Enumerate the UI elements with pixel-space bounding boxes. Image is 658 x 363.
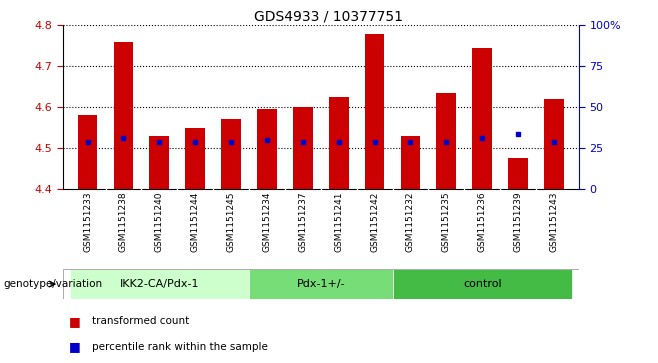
Text: Pdx-1+/-: Pdx-1+/- <box>297 279 345 289</box>
Text: GSM1151239: GSM1151239 <box>513 191 522 252</box>
Text: GSM1151235: GSM1151235 <box>442 191 451 252</box>
Bar <box>393 269 572 299</box>
Bar <box>436 93 456 189</box>
Text: GSM1151245: GSM1151245 <box>226 191 236 252</box>
Bar <box>401 136 420 189</box>
Bar <box>329 97 349 189</box>
Text: percentile rank within the sample: percentile rank within the sample <box>92 342 268 352</box>
Bar <box>544 99 564 189</box>
Bar <box>186 127 205 189</box>
Text: GSM1151238: GSM1151238 <box>119 191 128 252</box>
Bar <box>221 119 241 189</box>
Bar <box>293 107 313 189</box>
Text: GSM1151244: GSM1151244 <box>191 191 200 252</box>
Bar <box>365 33 384 189</box>
Text: ■: ■ <box>69 315 81 328</box>
Text: IKK2-CA/Pdx-1: IKK2-CA/Pdx-1 <box>120 279 199 289</box>
Text: GSM1151241: GSM1151241 <box>334 191 343 252</box>
Text: genotype/variation: genotype/variation <box>3 279 103 289</box>
Text: GSM1151236: GSM1151236 <box>478 191 487 252</box>
Text: GSM1151233: GSM1151233 <box>83 191 92 252</box>
Bar <box>78 115 97 189</box>
Bar <box>472 48 492 189</box>
Text: GSM1151242: GSM1151242 <box>370 191 379 252</box>
Bar <box>257 109 277 189</box>
Text: ■: ■ <box>69 340 81 353</box>
Bar <box>149 136 169 189</box>
Text: GSM1151232: GSM1151232 <box>406 191 415 252</box>
Text: GSM1151240: GSM1151240 <box>155 191 164 252</box>
Text: GSM1151243: GSM1151243 <box>549 191 559 252</box>
Text: GSM1151234: GSM1151234 <box>263 191 272 252</box>
Bar <box>508 158 528 189</box>
Text: GDS4933 / 10377751: GDS4933 / 10377751 <box>255 9 403 23</box>
Bar <box>70 269 249 299</box>
Text: GSM1151237: GSM1151237 <box>298 191 307 252</box>
Bar <box>114 42 134 189</box>
Text: control: control <box>463 279 501 289</box>
Bar <box>249 269 393 299</box>
Text: transformed count: transformed count <box>92 316 190 326</box>
